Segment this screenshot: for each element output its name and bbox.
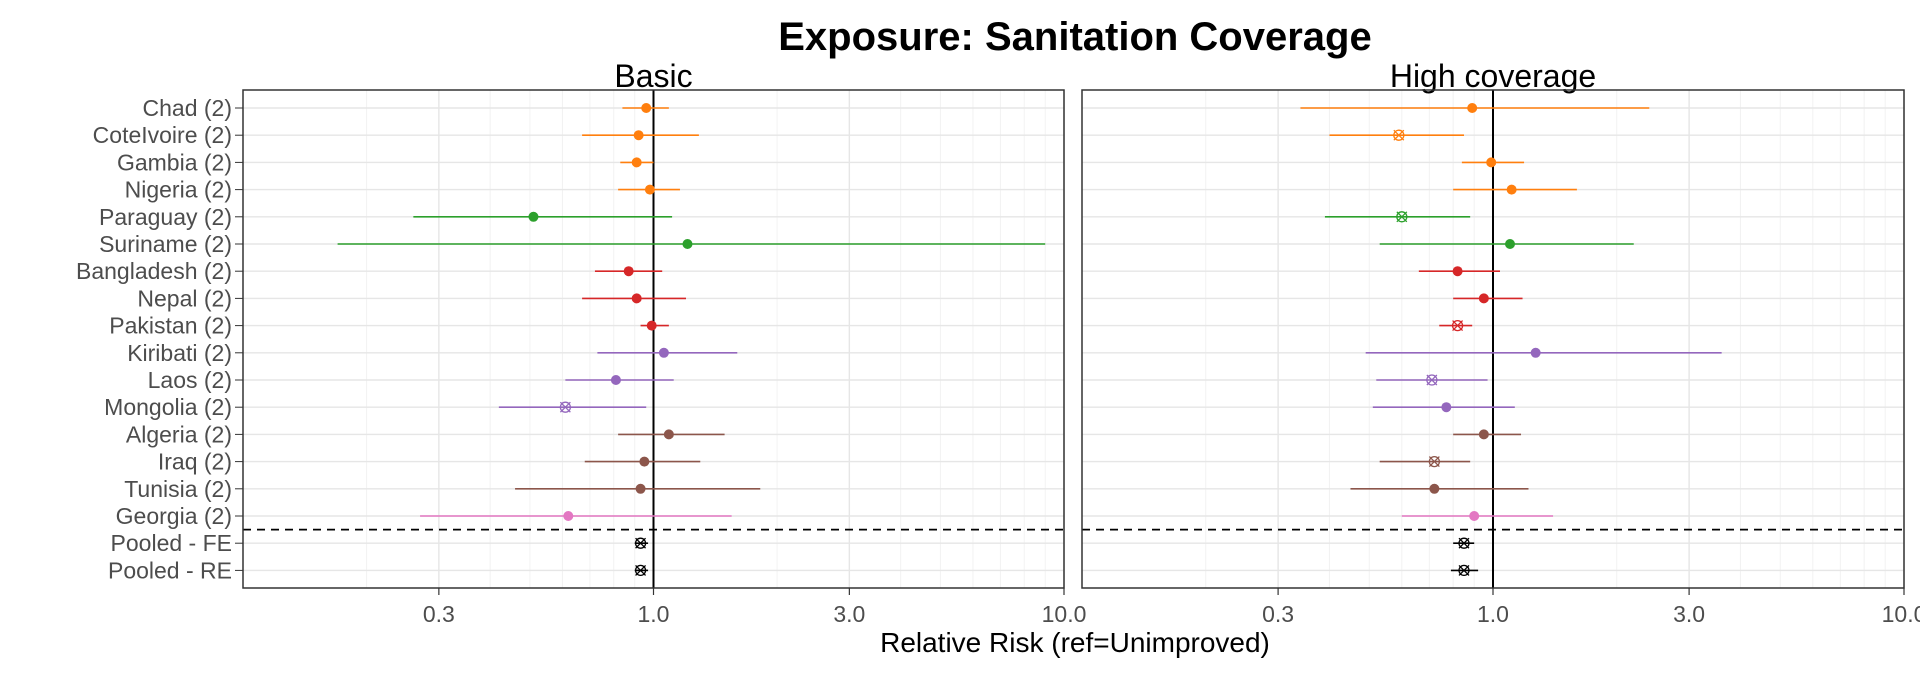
x-axis-label: Relative Risk (ref=Unimproved) — [880, 627, 1270, 658]
point-estimate-high-coverage-chad-2 — [1467, 103, 1478, 113]
point-estimate-basic-pooled-re — [634, 564, 647, 577]
y-tick-label-kiribati-2: Kiribati (2) — [127, 340, 232, 366]
point-estimate-basic-gambia-2 — [631, 157, 642, 168]
y-tick-label-paraguay-2: Paraguay (2) — [99, 204, 232, 230]
y-tick-label-algeria-2: Algeria (2) — [126, 421, 232, 447]
marker-circle — [634, 537, 647, 549]
point-estimate-basic-suriname-2 — [682, 239, 693, 249]
point-estimate-high-coverage-nigeria-2 — [1506, 184, 1517, 195]
marker-cross — [1458, 537, 1470, 549]
point-estimate-basic-paraguay-2 — [528, 211, 539, 222]
point-estimate-high-coverage-tunisia-2 — [1429, 483, 1440, 494]
marker-circle — [1428, 455, 1441, 468]
marker-cross — [1393, 129, 1405, 141]
y-tick-label-pooled-re: Pooled - RE — [108, 557, 232, 583]
point-estimate-high-coverage-pakistan-2 — [1451, 319, 1464, 332]
x-tick-label-high-coverage: 1.0 — [1477, 601, 1509, 627]
point-estimate-basic-coteivoire-2 — [633, 130, 644, 141]
marker-circle — [1426, 374, 1438, 386]
point-estimate-basic-mongolia-2 — [559, 401, 572, 413]
point-estimate-high-coverage-laos-2 — [1426, 374, 1438, 386]
y-tick-label-chad-2: Chad (2) — [143, 95, 232, 121]
marker-cross — [635, 537, 647, 549]
y-tick-label-nepal-2: Nepal (2) — [137, 285, 232, 311]
point-estimate-high-coverage-kiribati-2 — [1530, 347, 1541, 358]
marker-circle — [1458, 537, 1470, 549]
marker-cross — [559, 401, 571, 413]
point-estimate-high-coverage-gambia-2 — [1486, 157, 1497, 168]
point-estimate-high-coverage-georgia-2 — [1469, 511, 1480, 521]
point-estimate-high-coverage-pooled-re — [1458, 564, 1470, 577]
x-tick-label-basic: 1.0 — [638, 601, 670, 627]
y-tick-label-georgia-2: Georgia (2) — [116, 503, 232, 529]
y-tick-label-pooled-fe: Pooled - FE — [111, 530, 232, 556]
point-estimate-basic-georgia-2 — [563, 511, 574, 521]
point-estimate-high-coverage-paraguay-2 — [1396, 211, 1408, 223]
point-estimate-high-coverage-coteivoire-2 — [1393, 129, 1405, 141]
point-estimate-basic-nepal-2 — [631, 293, 642, 304]
point-estimate-high-coverage-suriname-2 — [1505, 239, 1516, 249]
point-estimate-basic-nigeria-2 — [644, 184, 655, 195]
marker-cross — [635, 564, 647, 576]
marker-circle — [1396, 211, 1408, 223]
point-estimate-basic-pooled-fe — [634, 537, 647, 549]
x-tick-label-high-coverage: 10.0 — [1882, 601, 1920, 627]
marker-cross — [1452, 320, 1464, 332]
point-estimate-basic-algeria-2 — [663, 429, 674, 440]
point-estimate-basic-laos-2 — [610, 375, 621, 385]
y-tick-label-tunisia-2: Tunisia (2) — [124, 476, 232, 502]
point-estimate-basic-pakistan-2 — [646, 320, 657, 331]
marker-cross — [1396, 211, 1408, 223]
point-estimate-high-coverage-nepal-2 — [1478, 293, 1489, 304]
point-estimate-high-coverage-iraq-2 — [1428, 455, 1441, 468]
x-tick-label-basic: 3.0 — [833, 601, 865, 627]
point-estimate-basic-bangladesh-2 — [623, 266, 634, 277]
marker-circle — [1458, 564, 1470, 577]
marker-circle — [559, 401, 572, 413]
point-estimate-high-coverage-mongolia-2 — [1441, 402, 1452, 413]
x-tick-label-high-coverage: 0.3 — [1262, 601, 1294, 627]
x-tick-label-basic: 10.0 — [1042, 601, 1087, 627]
point-estimate-high-coverage-algeria-2 — [1478, 429, 1489, 440]
panel-strip-label-basic: Basic — [614, 58, 692, 94]
y-tick-label-bangladesh-2: Bangladesh (2) — [76, 258, 232, 284]
x-tick-label-high-coverage: 3.0 — [1673, 601, 1705, 627]
marker-circle — [1451, 319, 1464, 332]
point-estimate-basic-chad-2 — [641, 103, 652, 113]
marker-cross — [1426, 374, 1438, 386]
chart-title: Exposure: Sanitation Coverage — [778, 15, 1371, 59]
y-tick-label-pakistan-2: Pakistan (2) — [109, 313, 232, 339]
point-estimate-basic-tunisia-2 — [635, 483, 646, 494]
point-estimate-high-coverage-bangladesh-2 — [1452, 266, 1463, 277]
y-tick-label-suriname-2: Suriname (2) — [99, 231, 232, 257]
y-tick-label-iraq-2: Iraq (2) — [158, 449, 232, 475]
point-estimate-basic-iraq-2 — [639, 456, 650, 467]
y-tick-label-nigeria-2: Nigeria (2) — [125, 177, 232, 203]
y-tick-label-laos-2: Laos (2) — [148, 367, 232, 393]
y-tick-label-mongolia-2: Mongolia (2) — [104, 394, 232, 420]
marker-cross — [1428, 456, 1440, 468]
point-estimate-high-coverage-pooled-fe — [1458, 537, 1470, 549]
panel-strip-label-high-coverage: High coverage — [1390, 58, 1596, 94]
y-tick-label-gambia-2: Gambia (2) — [117, 149, 232, 175]
marker-circle — [634, 564, 647, 577]
y-tick-label-coteivoire-2: CoteIvoire (2) — [93, 122, 232, 148]
marker-cross — [1458, 564, 1470, 576]
x-tick-label-basic: 0.3 — [423, 601, 455, 627]
marker-circle — [1393, 129, 1405, 141]
point-estimate-basic-kiribati-2 — [658, 347, 669, 358]
